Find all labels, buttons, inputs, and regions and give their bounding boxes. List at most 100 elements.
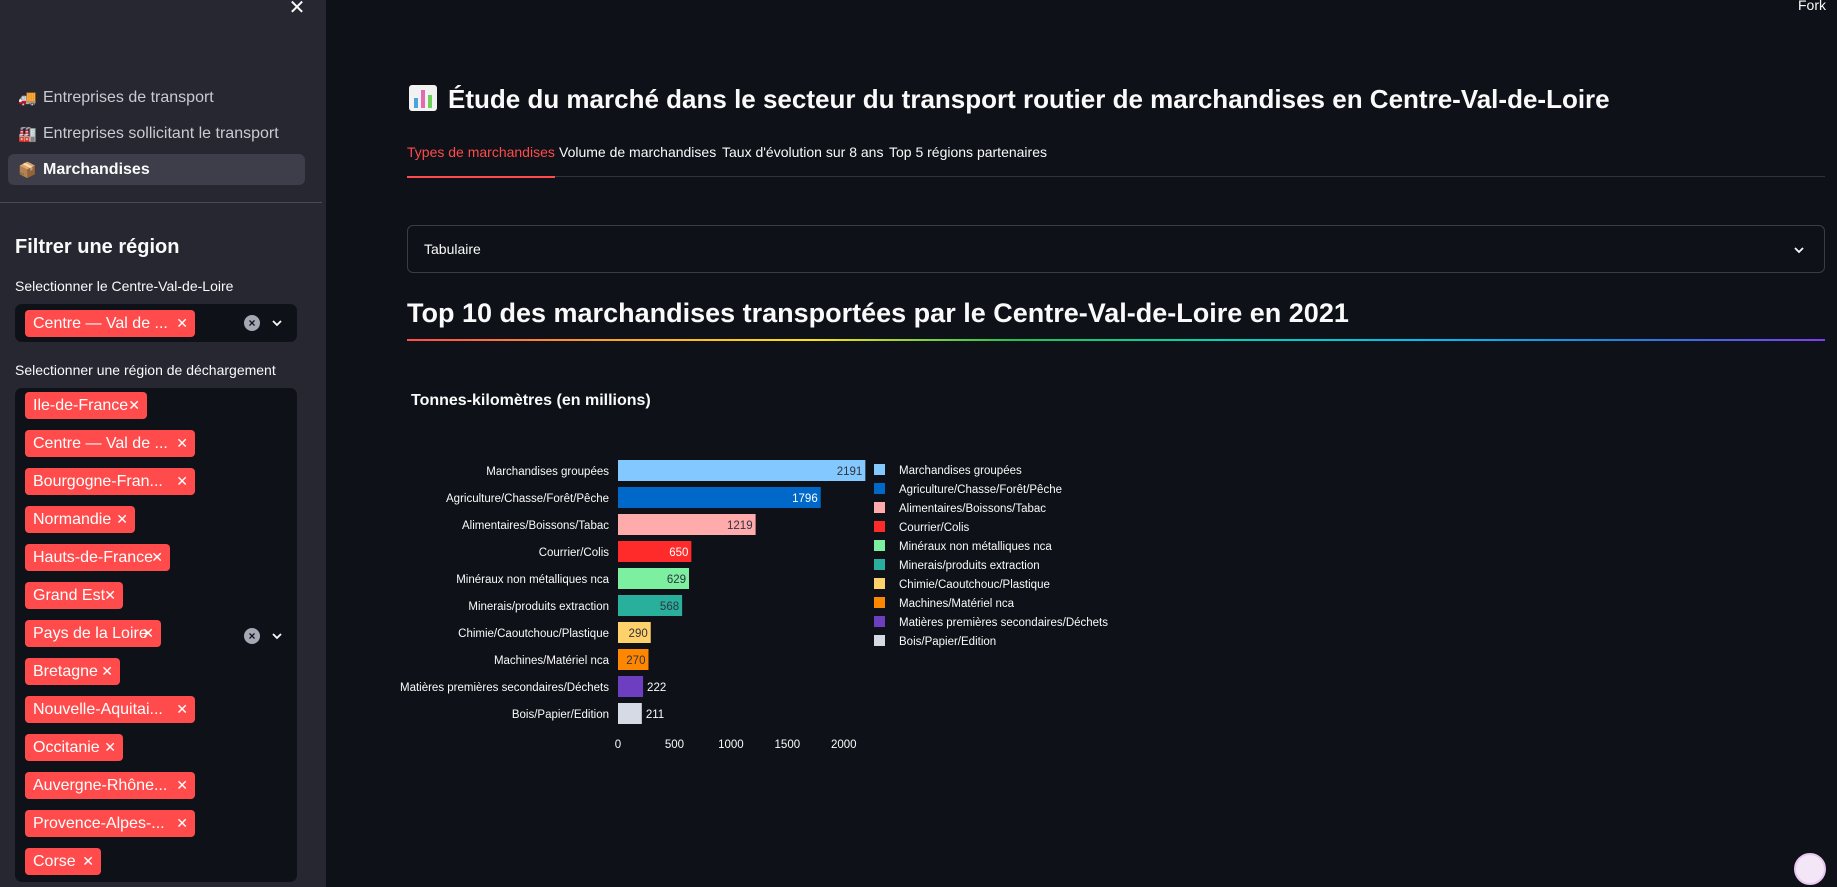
remove-icon[interactable]: ✕ (82, 853, 94, 869)
section-title: Top 10 des marchandises transportées par… (407, 298, 1349, 328)
select-region-multiselect[interactable]: Ile-de-France ✕ Centre — Val de ... ✕ Bour… (15, 388, 297, 882)
sidebar-divider (0, 202, 322, 203)
category-tick-label: Machines/Matériel nca (494, 655, 610, 667)
clear-icon[interactable]: × (244, 315, 260, 331)
chip-label: Bourgogne-Fran... (33, 473, 163, 490)
chevron-down-icon[interactable] (1792, 243, 1806, 257)
chip-region[interactable]: Ile-de-France ✕ (25, 392, 147, 419)
category-tick-label: Marchandises groupées (486, 466, 609, 478)
chip-region[interactable]: Grand Est ✕ (25, 582, 123, 609)
expander-label: Tabulaire (424, 241, 481, 257)
sidebar-item-label: Marchandises (43, 160, 150, 178)
chip-region[interactable]: Centre — Val de ... ✕ (25, 430, 195, 457)
fork-button[interactable]: Fork (1798, 0, 1826, 13)
page-title-text: Étude du marché dans le secteur du trans… (448, 84, 1610, 114)
data-label: 2191 (837, 466, 863, 478)
tab-top5-regions[interactable]: Top 5 régions partenaires (889, 144, 1047, 160)
chip-region[interactable]: Auvergne-Rhône... ✕ (25, 772, 195, 799)
category-tick-label: Alimentaires/Boissons/Tabac (462, 520, 609, 532)
chip-label: Centre — Val de ... (33, 315, 168, 332)
remove-icon[interactable]: ✕ (142, 625, 154, 641)
remove-icon[interactable]: ✕ (176, 315, 188, 331)
x-tick-label: 1000 (718, 739, 744, 751)
chip-region[interactable]: Provence-Alpes-... ✕ (25, 810, 195, 837)
category-tick-label: Bois/Papier/Edition (512, 709, 609, 721)
avatar[interactable] (1794, 853, 1826, 885)
chip-label: Centre — Val de ... (33, 435, 168, 452)
bar (618, 595, 683, 616)
remove-icon[interactable]: ✕ (128, 397, 140, 413)
x-tick-label: 1500 (775, 739, 801, 751)
bar (618, 487, 821, 508)
tabulaire-expander[interactable]: Tabulaire (407, 225, 1825, 273)
legend-swatch (874, 483, 885, 494)
data-label: 290 (629, 628, 648, 640)
sidebar-item-marchandises[interactable]: 📦 Marchandises (8, 154, 305, 185)
package-icon: 📦 (18, 161, 37, 179)
tab-volume-marchandises[interactable]: Volume de marchandises (559, 144, 717, 160)
chip-centre[interactable]: Centre — Val de ... ✕ (25, 310, 195, 337)
select-centre-multiselect[interactable]: Centre — Val de ... ✕ × (15, 304, 297, 342)
legend-swatch (874, 635, 885, 646)
legend-swatch (874, 521, 885, 532)
data-label: 1219 (727, 520, 753, 532)
clear-icon[interactable]: × (244, 628, 260, 644)
remove-icon[interactable]: ✕ (176, 815, 188, 831)
x-tick-label: 2000 (831, 739, 857, 751)
legend-label: Courrier/Colis (899, 522, 970, 534)
bar (618, 568, 690, 589)
chip-region[interactable]: Occitanie ✕ (25, 734, 123, 761)
category-tick-label: Agriculture/Chasse/Forêt/Pêche (446, 493, 609, 505)
bar-chart: Marchandises groupées 2191 Agriculture/Cha… (400, 460, 1108, 751)
legend-label: Machines/Matériel nca (899, 598, 1015, 610)
remove-icon[interactable]: ✕ (151, 549, 163, 565)
category-tick-label: Chimie/Caoutchouc/Plastique (458, 628, 609, 640)
data-label: 650 (669, 547, 688, 559)
close-icon[interactable]: ✕ (288, 0, 306, 19)
legend-swatch (874, 578, 885, 589)
sidebar-item-entreprises-transport[interactable]: 🚚 Entreprises de transport (8, 82, 305, 113)
bar (618, 514, 756, 535)
chip-label: Normandie (33, 511, 112, 528)
x-tick-label: 0 (615, 739, 621, 751)
chip-label: Nouvelle-Aquitai... (33, 701, 163, 718)
chip-region[interactable]: Normandie ✕ (25, 506, 135, 533)
bar (618, 541, 692, 562)
data-label: 568 (660, 601, 679, 613)
select-region-label: Selectionner une région de déchargement (15, 362, 276, 378)
sidebar-nav: 🚚 Entreprises de transport 🏭 Entreprises… (8, 82, 305, 190)
chip-region[interactable]: Corse ✕ (25, 848, 101, 875)
legend-label: Marchandises groupées (899, 465, 1022, 477)
tab-types-marchandises[interactable]: Types de marchandises (407, 144, 555, 178)
legend-swatch (874, 502, 885, 513)
remove-icon[interactable]: ✕ (104, 587, 116, 603)
remove-icon[interactable]: ✕ (176, 701, 188, 717)
chip-region[interactable]: Hauts-de-France ✕ (25, 544, 170, 571)
chevron-down-icon[interactable] (270, 629, 284, 643)
chip-region[interactable]: Bretagne ✕ (25, 658, 120, 685)
category-tick-label: Minéraux non métalliques nca (456, 574, 609, 586)
remove-icon[interactable]: ✕ (101, 663, 113, 679)
remove-icon[interactable]: ✕ (176, 435, 188, 451)
remove-icon[interactable]: ✕ (116, 511, 128, 527)
legend-swatch (874, 597, 885, 608)
chip-region[interactable]: Pays de la Loire ✕ (25, 620, 161, 647)
remove-icon[interactable]: ✕ (176, 473, 188, 489)
chevron-down-icon[interactable] (270, 316, 284, 330)
tab-taux-evolution[interactable]: Taux d'évolution sur 8 ans (722, 144, 884, 160)
chip-region[interactable]: Nouvelle-Aquitai... ✕ (25, 696, 195, 723)
x-tick-label: 500 (665, 739, 684, 751)
filter-title: Filtrer une région (15, 236, 180, 258)
chip-region[interactable]: Bourgogne-Fran... ✕ (25, 468, 195, 495)
bar (618, 676, 644, 697)
sidebar-item-label: Entreprises sollicitant le transport (43, 124, 279, 142)
chip-label: Bretagne (33, 663, 98, 680)
chip-label: Provence-Alpes-... (33, 815, 165, 832)
chip-label: Corse (33, 853, 76, 870)
remove-icon[interactable]: ✕ (104, 739, 116, 755)
chip-label: Auvergne-Rhône... (33, 777, 168, 794)
legend-swatch (874, 540, 885, 551)
remove-icon[interactable]: ✕ (176, 777, 188, 793)
legend-label: Alimentaires/Boissons/Tabac (899, 503, 1046, 515)
sidebar-item-entreprises-sollicitant[interactable]: 🏭 Entreprises sollicitant le transport (8, 118, 305, 149)
